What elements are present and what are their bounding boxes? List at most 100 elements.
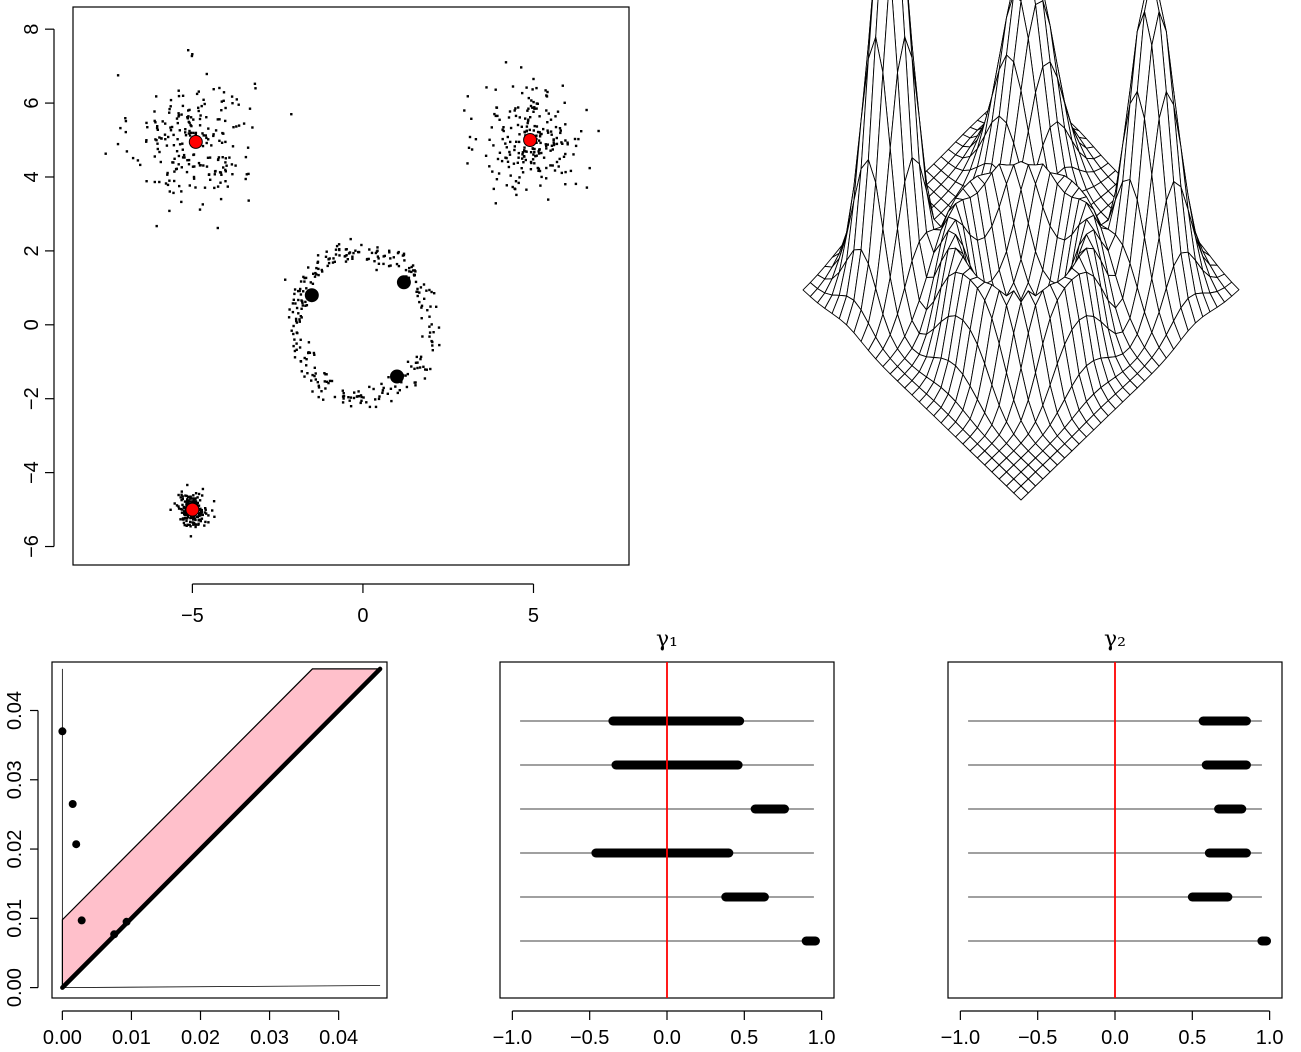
scatter-point bbox=[507, 165, 511, 169]
scatter-point bbox=[545, 95, 549, 98]
scatter-point bbox=[416, 366, 419, 370]
scatter-point bbox=[518, 116, 521, 119]
scatter-point bbox=[224, 161, 227, 164]
scatter-point bbox=[175, 117, 179, 120]
scatter-point bbox=[529, 168, 533, 171]
scatter-point bbox=[156, 125, 159, 128]
scatter-point bbox=[168, 190, 171, 193]
scatter-point bbox=[474, 138, 478, 141]
scatter-point bbox=[200, 509, 203, 513]
scatter-point bbox=[389, 264, 392, 267]
scatter-point bbox=[509, 140, 512, 144]
scatter-point bbox=[494, 114, 497, 118]
scatter-point bbox=[184, 128, 187, 131]
scatter-point bbox=[518, 133, 521, 136]
scatter-point bbox=[535, 154, 538, 157]
scatter-point bbox=[301, 301, 304, 305]
scatter-point bbox=[534, 155, 537, 158]
scatter-point bbox=[547, 198, 550, 201]
scatter-point bbox=[166, 173, 169, 176]
scatter-point bbox=[183, 506, 186, 510]
scatter-point bbox=[511, 85, 515, 88]
scatter-point bbox=[179, 518, 182, 521]
scatter-axes: −5 0 5 −6 −4 −2 0 2 4 6 8 bbox=[21, 24, 539, 627]
scatter-point bbox=[300, 370, 303, 373]
scatter-point bbox=[178, 184, 181, 188]
scatter-point bbox=[245, 173, 248, 176]
scatter-point bbox=[506, 135, 509, 139]
scatter-point bbox=[192, 518, 195, 521]
persistence-point bbox=[77, 916, 86, 925]
scatter-point bbox=[222, 132, 225, 135]
scatter-point bbox=[416, 361, 419, 364]
scatter-point bbox=[425, 368, 428, 371]
scatter-point bbox=[525, 125, 529, 128]
scatter-point bbox=[224, 119, 227, 123]
scatter-point bbox=[316, 260, 320, 263]
scatter-point bbox=[213, 186, 216, 190]
scatter-point bbox=[218, 86, 221, 90]
scatter-point bbox=[545, 147, 548, 150]
scatter-point bbox=[419, 355, 423, 358]
scatter-point bbox=[532, 153, 535, 156]
scatter-point bbox=[357, 250, 360, 254]
scatter-point bbox=[207, 173, 211, 176]
scatter-point bbox=[523, 130, 526, 134]
scatter-point bbox=[184, 134, 188, 137]
scatter-point bbox=[382, 386, 385, 390]
scatter-point bbox=[297, 298, 300, 302]
scatter-point bbox=[428, 325, 431, 328]
gamma2-x-tick-label: 1.0 bbox=[1256, 1027, 1284, 1049]
scatter-point bbox=[563, 101, 566, 104]
scatter-point bbox=[172, 133, 175, 137]
scatter-point bbox=[420, 306, 423, 309]
scatter-point bbox=[494, 202, 497, 205]
scatter-point bbox=[574, 182, 578, 186]
scatter-point bbox=[203, 186, 207, 189]
scatter-point bbox=[359, 401, 362, 405]
scatter-point bbox=[504, 142, 507, 145]
scatter-point bbox=[203, 511, 207, 514]
scatter-point bbox=[537, 167, 541, 170]
scatter-x-tick-label: −5 bbox=[181, 605, 204, 627]
scatter-point bbox=[415, 290, 418, 293]
scatter-point bbox=[430, 290, 433, 294]
scatter-point bbox=[428, 335, 431, 338]
scatter-point bbox=[166, 171, 169, 175]
scatter-point bbox=[544, 143, 547, 146]
scatter-point bbox=[502, 126, 505, 129]
scatter-point bbox=[160, 137, 163, 140]
scatter-point bbox=[377, 262, 381, 265]
gamma1-panel: γ₁ −1.0 −0.5 0.0 0.5 1.0 bbox=[493, 627, 836, 1049]
scatter-point bbox=[181, 104, 185, 108]
scatter-point bbox=[380, 382, 383, 386]
scatter-point bbox=[194, 518, 197, 522]
scatter-point bbox=[177, 505, 180, 508]
scatter-point bbox=[300, 307, 303, 310]
scatter-point bbox=[306, 372, 309, 375]
scatter-point bbox=[555, 136, 558, 140]
scatter-point bbox=[538, 115, 541, 118]
scatter-point bbox=[538, 131, 541, 134]
scatter-point bbox=[187, 501, 190, 504]
scatter-point bbox=[325, 250, 328, 253]
scatter-point bbox=[398, 389, 401, 392]
scatter-point bbox=[305, 358, 308, 361]
scatter-point bbox=[327, 381, 330, 385]
scatter-point bbox=[303, 280, 306, 283]
scatter-point bbox=[531, 147, 535, 150]
scatter-point bbox=[235, 98, 238, 101]
scatter-point bbox=[351, 257, 354, 260]
scatter-point bbox=[562, 155, 566, 158]
scatter-point bbox=[298, 320, 301, 323]
scatter-point bbox=[192, 494, 195, 497]
scatter-point bbox=[188, 108, 191, 112]
scatter-point bbox=[220, 109, 223, 112]
scatter-point bbox=[395, 262, 399, 266]
scatter-point bbox=[195, 92, 199, 96]
scatter-point bbox=[173, 179, 176, 183]
scatter-point bbox=[357, 395, 361, 398]
scatter-point bbox=[332, 257, 335, 260]
scatter-point bbox=[414, 280, 418, 284]
scatter-x-tick-label: 5 bbox=[528, 605, 539, 627]
